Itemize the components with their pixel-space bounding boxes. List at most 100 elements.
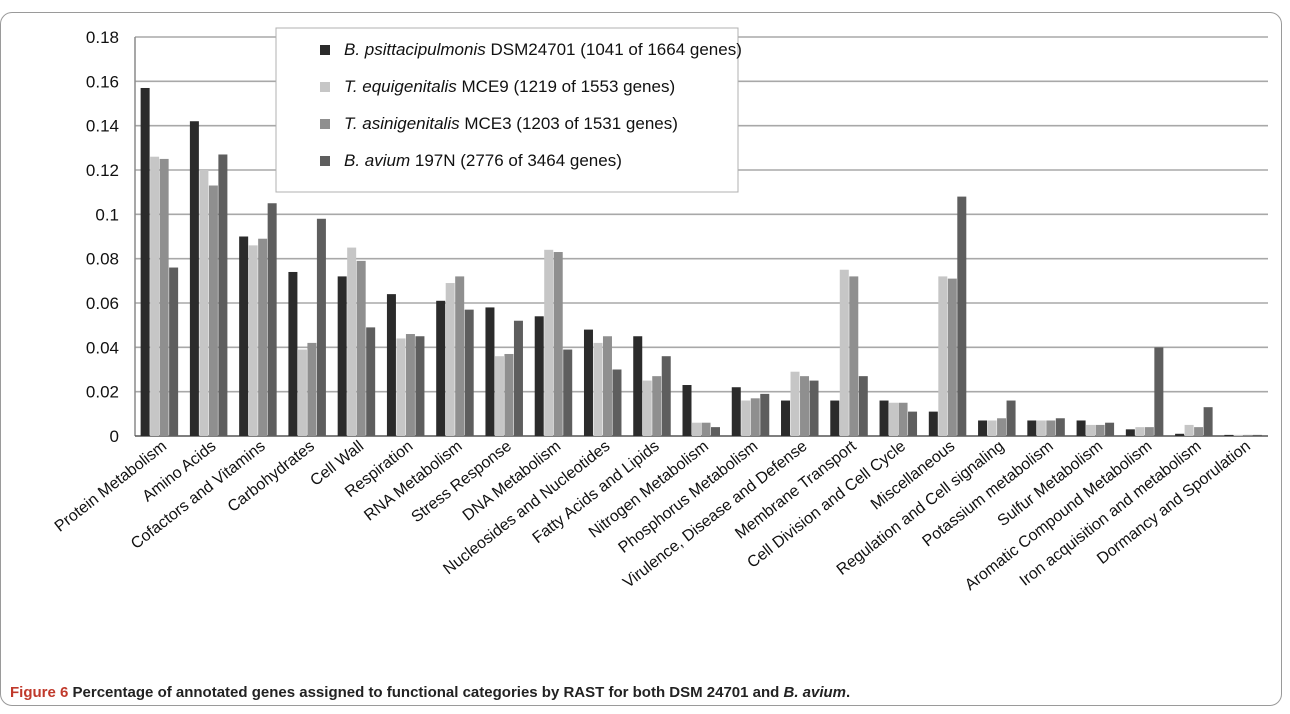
bar (701, 422, 711, 436)
bar (839, 269, 849, 436)
y-tick-label: 0.12 (86, 161, 119, 180)
bar (682, 385, 692, 436)
bar (347, 247, 357, 436)
bar (494, 356, 504, 436)
y-tick-label: 0.06 (86, 294, 119, 313)
bar (583, 329, 593, 436)
bar (997, 418, 1007, 436)
bar (485, 307, 495, 436)
bar (307, 342, 317, 436)
bar (150, 156, 160, 436)
y-tick-label: 0.08 (86, 250, 119, 269)
bar (396, 338, 406, 436)
bar (1086, 424, 1096, 436)
bar (436, 300, 446, 436)
bar (1144, 427, 1154, 436)
bar (781, 400, 791, 436)
y-tick-label: 0.16 (86, 72, 119, 91)
bar (760, 393, 770, 436)
bar (159, 158, 169, 436)
bar (889, 402, 899, 436)
bar (218, 154, 228, 436)
bar (1046, 420, 1056, 436)
bar (908, 411, 918, 436)
bar (1184, 424, 1194, 436)
y-tick-label: 0.1 (95, 205, 119, 224)
bar (1125, 429, 1135, 436)
bar (1175, 433, 1185, 436)
bar (741, 400, 751, 436)
bar (978, 420, 988, 436)
bar (544, 249, 554, 436)
y-tick-label: 0.18 (86, 28, 119, 47)
bar (386, 294, 396, 436)
bar (199, 170, 209, 436)
legend-swatch (320, 119, 330, 129)
bar (711, 427, 720, 436)
bar (1076, 420, 1086, 436)
bar (750, 398, 760, 436)
bar (593, 342, 603, 436)
bar (405, 334, 415, 436)
legend-box (275, 27, 739, 193)
bar (602, 336, 612, 436)
bar (1036, 420, 1046, 436)
bar (356, 260, 366, 436)
bar (563, 349, 573, 436)
bar (731, 387, 741, 436)
bar (189, 121, 199, 436)
bar (849, 276, 859, 436)
bar (1055, 418, 1065, 436)
caption-label: Figure 6 (10, 684, 69, 701)
bar (169, 267, 179, 436)
bar (928, 411, 938, 436)
x-tick-label: Iron acquisition and metabolism (1017, 438, 1205, 590)
bar (809, 380, 819, 436)
bar (1105, 422, 1115, 436)
y-tick-label: 0 (110, 427, 119, 446)
legend-label: B. psittacipulmonis DSM24701 (1041 of 16… (344, 40, 742, 59)
bar (790, 371, 800, 436)
bar (1095, 424, 1105, 436)
bar (987, 420, 997, 436)
figure-caption: Figure 6 Percentage of annotated genes a… (10, 684, 850, 701)
bar (464, 309, 474, 436)
bar (692, 422, 701, 436)
caption-italic: B. avium (783, 684, 847, 701)
bar (858, 376, 868, 436)
figure-frame (0, 12, 1282, 706)
bar (455, 276, 465, 436)
y-tick-label: 0.04 (86, 338, 119, 357)
bar (957, 196, 967, 436)
bar (445, 283, 455, 436)
bar (1224, 434, 1234, 436)
bar (534, 316, 544, 436)
bar (1252, 434, 1262, 436)
bar (652, 376, 662, 436)
legend-label: T. equigenitalis MCE9 (1219 of 1553 gene… (344, 77, 675, 96)
y-tick-label: 0.14 (86, 117, 119, 136)
legend-label: B. avium 197N (2776 of 3464 genes) (344, 151, 622, 170)
bar (1243, 434, 1253, 436)
bar (267, 203, 277, 436)
bar (1027, 420, 1037, 436)
bar (1006, 400, 1016, 436)
bar (938, 276, 948, 436)
bar (239, 236, 249, 436)
caption-end: . (846, 684, 851, 701)
bar (612, 369, 622, 436)
legend-swatch (320, 45, 330, 55)
legend-label: T. asinigenitalis MCE3 (1203 of 1531 gen… (344, 114, 678, 133)
bar (415, 336, 425, 436)
caption-text: Percentage of annotated genes assigned t… (68, 684, 784, 701)
bar (661, 356, 671, 436)
bar (316, 218, 326, 436)
legend-swatch (320, 156, 330, 166)
bar (947, 278, 957, 436)
bar (258, 238, 268, 436)
bar (553, 252, 563, 436)
bar (898, 402, 908, 436)
bar (366, 327, 376, 436)
bar (513, 320, 523, 436)
